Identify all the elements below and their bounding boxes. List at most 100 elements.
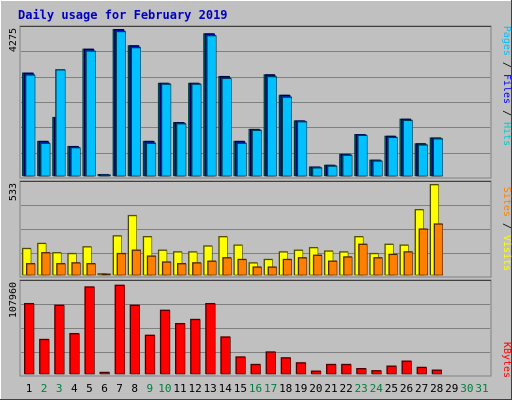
x-tick-label: 1 <box>26 382 33 395</box>
x-tick-label: 11 <box>173 382 186 395</box>
side-label-separator: / <box>501 217 512 235</box>
bar-pages-day-24 <box>372 161 383 177</box>
bar-sites-day-26 <box>404 251 413 276</box>
bar-sites-day-22 <box>343 256 353 276</box>
x-tick-label: 22 <box>339 382 352 395</box>
bar-kbytes-day-13 <box>205 303 216 375</box>
bar-sites-day-6 <box>102 274 111 276</box>
bar-pages-day-27 <box>418 144 428 177</box>
bar-sites-day-13 <box>207 261 217 276</box>
bars <box>22 29 444 375</box>
bar-kbytes-day-16 <box>251 364 261 375</box>
bar-kbytes-day-9 <box>145 335 156 375</box>
bar-sites-day-10 <box>162 262 172 276</box>
x-tick-label: 26 <box>400 382 413 395</box>
x-tick-label: 20 <box>309 382 322 395</box>
x-tick-label: 13 <box>204 382 217 395</box>
x-tick-label: 18 <box>279 382 292 395</box>
bar-pages-day-28 <box>433 138 444 177</box>
x-tick-labels: 1 2 3 4 5 6 7 8 9 10 11 12 13 14 15 16 17 18 19 20 21 22 23 24 2… <box>26 382 489 395</box>
bar-kbytes-day-5 <box>85 287 95 375</box>
bar-pages-day-20 <box>312 167 323 177</box>
bar-sites-day-9 <box>147 256 157 276</box>
bar-kbytes-day-4 <box>70 333 80 375</box>
bar-kbytes-day-12 <box>190 319 201 375</box>
bar-sites-day-2 <box>41 252 51 276</box>
bar-sites-day-7 <box>117 253 126 276</box>
bar-pages-day-18 <box>282 97 293 177</box>
x-tick-label: 29 <box>445 382 458 395</box>
bar-kbytes-day-1 <box>24 303 35 375</box>
bar-pages-day-22 <box>342 155 353 177</box>
x-tick-label: 7 <box>116 382 123 395</box>
bar-pages-day-26 <box>403 120 413 177</box>
x-tick-label: 21 <box>324 382 337 395</box>
bar-pages-day-13 <box>206 35 217 177</box>
bar-sites-day-20 <box>313 255 323 276</box>
bar-sites-day-5 <box>87 263 96 276</box>
bar-kbytes-day-26 <box>402 361 412 375</box>
bar-kbytes-day-25 <box>387 366 397 375</box>
bar-sites-day-19 <box>298 257 308 276</box>
x-tick-label: 31 <box>475 382 488 395</box>
bar-pages-day-9 <box>146 143 157 177</box>
bar-sites-day-1 <box>26 263 36 276</box>
bar-pages-day-25 <box>388 137 398 177</box>
bar-pages-day-8 <box>131 47 141 177</box>
x-tick-label: 5 <box>86 382 93 395</box>
x-tick-label: 19 <box>294 382 307 395</box>
bar-kbytes-day-14 <box>221 337 231 375</box>
bar-pages-day-2 <box>40 143 51 177</box>
x-tick-label: 10 <box>158 382 171 395</box>
bar-kbytes-day-24 <box>371 370 382 375</box>
panel-frames <box>19 25 492 377</box>
x-tick-label: 3 <box>56 382 63 395</box>
bar-pages-day-5 <box>86 51 96 177</box>
side-label-top: Pages / Files / Hits <box>501 26 512 146</box>
bar-kbytes-day-21 <box>326 364 337 375</box>
bar-kbytes-day-7 <box>115 285 125 375</box>
x-tick-label: 28 <box>430 382 443 395</box>
bar-pages-day-19 <box>297 121 308 177</box>
bar-sites-day-17 <box>268 267 277 276</box>
x-tick-label: 27 <box>415 382 428 395</box>
bar-pages-day-23 <box>357 135 368 177</box>
bar-pages-day-11 <box>176 123 187 177</box>
bar-sites-day-23 <box>358 244 368 276</box>
bar-kbytes-day-17 <box>266 352 276 375</box>
bar-kbytes-day-8 <box>130 305 140 375</box>
x-tick-label: 15 <box>234 382 247 395</box>
bar-sites-day-28 <box>434 224 444 276</box>
x-tick-label: 17 <box>264 382 277 395</box>
bar-sites-day-21 <box>328 261 338 276</box>
chart-title: Daily usage for February 2019 <box>18 8 228 22</box>
bar-sites-day-14 <box>223 257 232 276</box>
bar-kbytes-day-2 <box>39 339 50 375</box>
side-label-sites: Sites <box>501 187 512 217</box>
x-tick-label: 16 <box>249 382 262 395</box>
bar-pages-day-17 <box>267 76 277 177</box>
bar-pages-day-14 <box>222 78 232 177</box>
y-max-label-3: 107960 <box>8 282 19 318</box>
y-max-label-2: 533 <box>8 183 19 201</box>
bar-pages-day-3 <box>55 69 66 177</box>
side-label-visits: Visits <box>501 235 512 271</box>
bar-kbytes-day-27 <box>417 367 427 375</box>
side-label-kbytes: KBytes <box>501 342 512 378</box>
y-max-label-1: 4275 <box>8 28 19 52</box>
bar-kbytes-day-18 <box>281 357 292 375</box>
bar-sites-day-24 <box>373 257 383 276</box>
side-series-labels: Pages / Files / Hits Sites / Visits KBytes <box>501 26 512 378</box>
bar-sites-day-25 <box>389 254 398 276</box>
y-max-labels: 4275 533 107960 <box>8 28 19 318</box>
bar-kbytes-day-10 <box>160 310 171 375</box>
bar-kbytes-day-23 <box>356 368 367 375</box>
x-tick-label: 12 <box>188 382 201 395</box>
x-tick-label: 8 <box>131 382 138 395</box>
x-tick-label: 23 <box>355 382 368 395</box>
side-label-separator: / <box>501 104 512 122</box>
bar-pages-day-16 <box>252 130 262 177</box>
bar-sites-day-11 <box>177 263 187 276</box>
